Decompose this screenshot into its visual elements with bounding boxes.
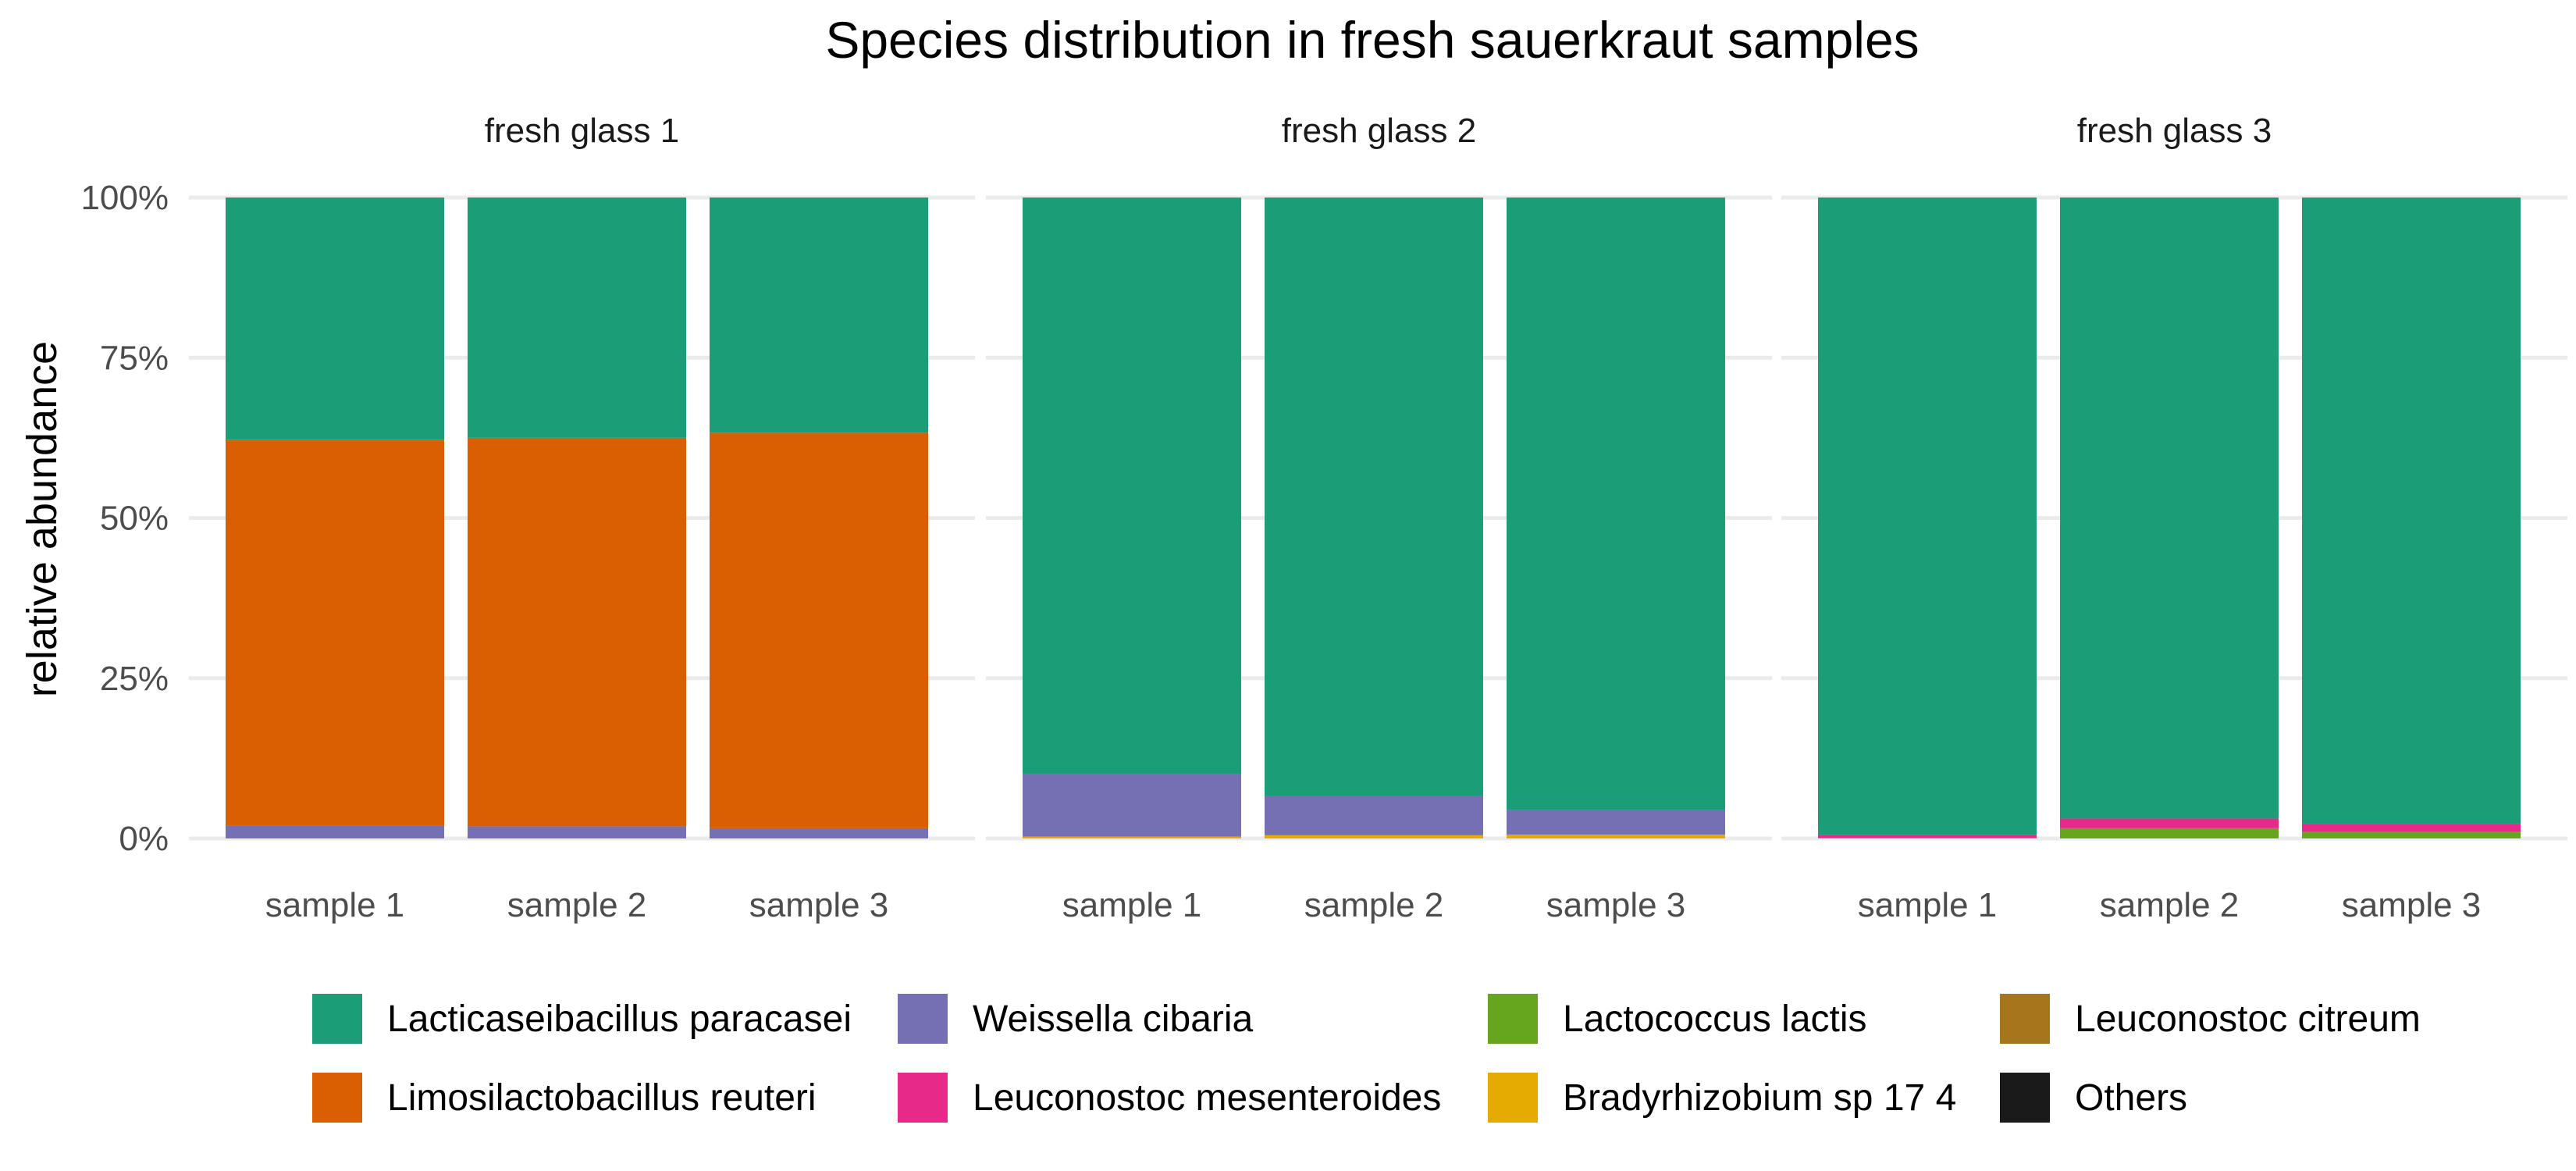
legend-item: Bradyrhizobium sp 17 4 (1488, 1073, 1956, 1123)
bar-segment (1818, 198, 2037, 835)
stacked-bar (1023, 198, 1241, 838)
legend-label: Leuconostoc citreum (2075, 998, 2421, 1040)
bar-segment (226, 825, 444, 838)
y-tick-label: 75% (100, 339, 169, 377)
x-tick-label: sample 2 (507, 886, 647, 924)
bar-segment (1023, 836, 1241, 838)
stacked-bar (1507, 198, 1725, 838)
legend-label: Leuconostoc mesenteroides (973, 1077, 1441, 1119)
legend-label: Others (2075, 1077, 2187, 1119)
y-tick-label: 50% (100, 500, 169, 538)
legend-item: Lactococcus lactis (1488, 994, 1867, 1044)
stacked-bar (2060, 198, 2279, 838)
y-axis-title: relative abundance (19, 341, 66, 697)
y-tick-label: 0% (119, 820, 169, 858)
bar-segment (1265, 198, 1483, 795)
bar-segment (2302, 824, 2521, 832)
legend-label: Weissella cibaria (973, 998, 1254, 1040)
bar-segment (2060, 198, 2279, 819)
legend-label: Limosilactobacillus reuteri (387, 1077, 817, 1119)
legend-swatch (312, 994, 362, 1044)
stacked-bar (710, 198, 928, 838)
bar-segment (1507, 198, 1725, 810)
bar-segment (468, 826, 686, 838)
x-tick-label: sample 3 (749, 886, 889, 924)
y-axis-ticks: 0% 25% 50% 75% 100% (80, 179, 169, 858)
bar-segment (1265, 835, 1483, 838)
legend-item: Leuconostoc mesenteroides (898, 1073, 1441, 1123)
legend-swatch (898, 1073, 948, 1123)
facet-panel: fresh glass 3 sample 1 sample 2 sample 3 (1781, 112, 2567, 924)
legend-swatch (2000, 994, 2050, 1044)
bar-segment (2060, 818, 2279, 828)
x-tick-label: sample 3 (2342, 886, 2482, 924)
bar-segment (1818, 835, 2037, 838)
facet-panel: fresh glass 2 sample 1 sample 2 sample 3 (986, 112, 1772, 924)
x-tick-label: sample 1 (1062, 886, 1202, 924)
stacked-bar (2302, 198, 2521, 838)
y-tick-label: 25% (100, 660, 169, 698)
legend-swatch (898, 994, 948, 1044)
bar-segment (1023, 198, 1241, 774)
legend-item: Leuconostoc citreum (2000, 994, 2421, 1044)
bar-segment (1507, 835, 1725, 838)
y-tick-label: 100% (80, 179, 169, 217)
facet-panel: fresh glass 1 sample 1 sample 2 sample 3 (189, 112, 975, 924)
legend: Lacticaseibacillus paracasei Weissella ci… (312, 994, 2421, 1123)
x-tick-label: sample 2 (2100, 886, 2240, 924)
legend-swatch (1488, 1073, 1538, 1123)
legend-label: Bradyrhizobium sp 17 4 (1563, 1077, 1956, 1119)
x-tick-label: sample 1 (265, 886, 405, 924)
legend-item: Limosilactobacillus reuteri (312, 1073, 817, 1123)
chart-title: Species distribution in fresh sauerkraut… (825, 11, 1919, 69)
bar-segment (226, 440, 444, 826)
legend-swatch (1488, 994, 1538, 1044)
stacked-bar (1818, 198, 2037, 838)
bar-segment (2060, 828, 2279, 838)
legend-label: Lactococcus lactis (1563, 998, 1867, 1040)
bar-segment (2302, 831, 2521, 838)
bar-segment (1265, 795, 1483, 835)
bar-segment (710, 828, 928, 838)
facet-label: fresh glass 1 (485, 112, 679, 150)
bar-segment (710, 432, 928, 828)
bar-segment (1023, 774, 1241, 837)
stacked-bar (1265, 198, 1483, 838)
legend-item: Lacticaseibacillus paracasei (312, 994, 852, 1044)
stacked-bar (226, 198, 444, 838)
facet-label: fresh glass 2 (1282, 112, 1476, 150)
stacked-bar (468, 198, 686, 838)
bar-segment (1507, 810, 1725, 835)
facet-label: fresh glass 3 (2077, 112, 2272, 150)
bar-segment (468, 198, 686, 438)
legend-item: Weissella cibaria (898, 994, 1254, 1044)
bar-segment (226, 198, 444, 440)
x-tick-label: sample 1 (1858, 886, 1998, 924)
bar-segment (468, 437, 686, 827)
legend-swatch (312, 1073, 362, 1123)
legend-item: Others (2000, 1073, 2187, 1123)
x-tick-label: sample 2 (1304, 886, 1444, 924)
legend-label: Lacticaseibacillus paracasei (387, 998, 852, 1040)
x-tick-label: sample 3 (1546, 886, 1686, 924)
bar-segment (710, 198, 928, 433)
bar-segment (2302, 198, 2521, 824)
legend-swatch (2000, 1073, 2050, 1123)
